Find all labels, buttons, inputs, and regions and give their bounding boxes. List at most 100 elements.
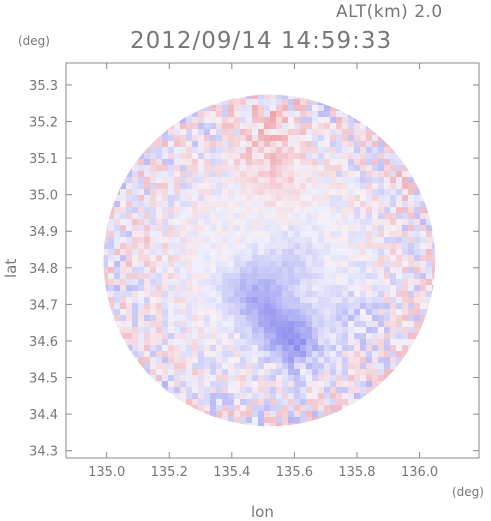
heatmap-cell — [180, 363, 186, 369]
heatmap-cell — [186, 141, 192, 147]
heatmap-cell — [138, 171, 144, 177]
heatmap-cell — [390, 267, 396, 273]
heatmap-cell — [216, 237, 222, 243]
heatmap-cell — [354, 201, 360, 207]
heatmap-cell — [402, 195, 408, 201]
heatmap-cell — [222, 375, 228, 381]
heatmap-cell — [192, 387, 198, 393]
heatmap-cell — [330, 99, 336, 105]
heatmap-cell — [282, 99, 288, 105]
heatmap-cell — [234, 231, 240, 237]
heatmap-cell — [156, 135, 162, 141]
heatmap-cell — [282, 129, 288, 135]
heatmap-cell — [270, 327, 276, 333]
heatmap-cell — [258, 135, 264, 141]
heatmap-cell — [300, 255, 306, 261]
heatmap-cell — [138, 363, 144, 369]
x-tick-label: 135.4 — [213, 465, 250, 480]
heatmap-cell — [138, 219, 144, 225]
heatmap-cell — [330, 171, 336, 177]
heatmap-cell — [252, 129, 258, 135]
heatmap-cell — [276, 303, 282, 309]
heatmap-cell — [240, 321, 246, 327]
heatmap-cell — [366, 369, 372, 375]
heatmap-cell — [144, 219, 150, 225]
heatmap-cell — [432, 237, 436, 243]
heatmap-cell — [408, 321, 414, 327]
heatmap-cell — [240, 267, 246, 273]
heatmap-cell — [288, 213, 294, 219]
heatmap-cell — [276, 135, 282, 141]
heatmap-cell — [103, 291, 108, 297]
y-tick-label: 34.3 — [29, 445, 58, 460]
heatmap-cell — [240, 117, 246, 123]
heatmap-cell — [348, 291, 354, 297]
heatmap-cell — [306, 381, 312, 387]
heatmap-cell — [270, 165, 276, 171]
heatmap-cell — [354, 291, 360, 297]
heatmap-cell — [210, 117, 216, 123]
heatmap-cell — [228, 357, 234, 363]
heatmap-cell — [258, 94, 264, 99]
heatmap-cell — [408, 267, 414, 273]
heatmap-cell — [372, 255, 378, 261]
heatmap-cell — [276, 333, 282, 339]
heatmap-cell — [162, 177, 168, 183]
heatmap-cell — [144, 279, 150, 285]
heatmap-cell — [204, 315, 210, 321]
heatmap-cell — [318, 129, 324, 135]
heatmap-cell — [276, 129, 282, 135]
heatmap-cell — [378, 165, 384, 171]
heatmap-cell — [390, 189, 396, 195]
heatmap-cell — [270, 129, 276, 135]
heatmap-cell — [300, 219, 306, 225]
heatmap-cell — [144, 303, 150, 309]
heatmap-cell — [390, 147, 396, 153]
heatmap-cell — [252, 333, 258, 339]
heatmap-cell — [360, 285, 366, 291]
heatmap-cell — [234, 183, 240, 189]
heatmap-cell — [174, 315, 180, 321]
heatmap-cell — [378, 357, 384, 363]
heatmap-cell — [294, 111, 300, 117]
heatmap-cell — [420, 291, 426, 297]
heatmap-cell — [174, 375, 180, 381]
heatmap-cell — [150, 255, 156, 261]
heatmap-cell — [252, 279, 258, 285]
heatmap-cell — [306, 177, 312, 183]
heatmap-cell — [372, 189, 378, 195]
heatmap-cell — [198, 195, 204, 201]
heatmap-cell — [228, 111, 234, 117]
heatmap-cell — [420, 303, 426, 309]
heatmap-cell — [150, 267, 156, 273]
heatmap-cell — [252, 159, 258, 165]
heatmap-cell — [210, 171, 216, 177]
heatmap-cell — [186, 387, 192, 393]
heatmap-cell — [282, 381, 288, 387]
plot-frame — [65, 62, 480, 459]
heatmap-cell — [378, 333, 384, 339]
heatmap-cell — [168, 363, 174, 369]
heatmap-cell — [162, 357, 168, 363]
heatmap-cell — [252, 207, 258, 213]
heatmap-cell — [120, 315, 126, 321]
heatmap-cell — [282, 135, 288, 141]
heatmap-cell — [144, 225, 150, 231]
heatmap-cell — [408, 183, 414, 189]
heatmap-cell — [114, 297, 120, 303]
heatmap-cell — [228, 315, 234, 321]
heatmap-cell — [246, 171, 252, 177]
heatmap-cell — [390, 249, 396, 255]
heatmap-cell — [360, 303, 366, 309]
heatmap-cell — [414, 255, 420, 261]
heatmap-cell — [144, 285, 150, 291]
heatmap-cell — [288, 111, 294, 117]
heatmap-cell — [222, 189, 228, 195]
heatmap-cell — [360, 207, 366, 213]
heatmap-cell — [186, 405, 192, 411]
heatmap-cell — [426, 279, 432, 285]
heatmap-cell — [300, 321, 306, 327]
heatmap-cell — [318, 297, 324, 303]
heatmap-cell — [366, 297, 372, 303]
heatmap-cell — [234, 237, 240, 243]
